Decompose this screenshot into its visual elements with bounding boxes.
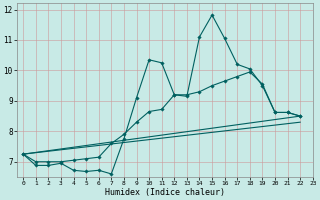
X-axis label: Humidex (Indice chaleur): Humidex (Indice chaleur) [105,188,225,197]
